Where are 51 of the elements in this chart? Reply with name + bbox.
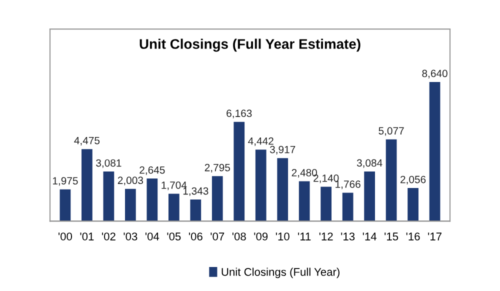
x-tick-label: '06	[188, 232, 202, 240]
x-tick-label: '07	[210, 232, 224, 240]
data-label: 2,056	[400, 176, 426, 184]
data-label: 6,163	[226, 110, 252, 118]
x-tick-label: '04	[146, 232, 160, 240]
bar	[298, 181, 310, 222]
x-tick-label: '14	[362, 232, 376, 240]
bar	[320, 186, 332, 222]
bar	[255, 150, 266, 222]
x-tick-label: '11	[298, 232, 311, 240]
bar	[125, 188, 136, 222]
bar	[103, 172, 114, 222]
x-tick-label: '00	[58, 232, 72, 240]
x-tick-label: '16	[406, 232, 420, 240]
x-tick-label: '03	[124, 232, 138, 240]
bar	[364, 171, 375, 222]
bar	[82, 149, 92, 222]
data-label: 2,795	[204, 164, 230, 173]
bar	[60, 189, 71, 222]
data-label: 3,084	[356, 159, 382, 168]
x-tick-label: '02	[102, 232, 116, 240]
data-label: 4,475	[74, 136, 100, 146]
data-label: 4,442	[248, 137, 274, 146]
bar	[277, 158, 288, 222]
bar	[342, 192, 354, 222]
x-tick-label: '08	[232, 232, 246, 240]
x-tick-label: '01	[80, 232, 94, 240]
bar	[190, 200, 202, 222]
data-label: 1,975	[52, 177, 78, 186]
data-label: 8,640	[422, 70, 448, 78]
bar	[168, 194, 180, 222]
x-tick-label: '15	[384, 232, 398, 240]
legend-label: Unit Closings (Full Year)	[222, 268, 340, 278]
x-tick-label: '05	[167, 232, 181, 240]
data-label: 3,081	[96, 159, 122, 168]
bar	[146, 178, 158, 222]
data-label: 3,917	[270, 146, 296, 154]
bar	[386, 139, 397, 222]
data-label: 5,077	[378, 127, 404, 136]
bar	[212, 176, 223, 222]
data-label: 2,003	[118, 176, 144, 186]
x-tick-label: '13	[341, 232, 355, 240]
x-tick-label: '17	[428, 232, 442, 240]
bar	[234, 122, 245, 222]
bar	[408, 188, 418, 222]
chart-title: Unit Closings (Full Year Estimate)	[140, 38, 360, 52]
bar	[429, 82, 440, 222]
data-label: 2,645	[140, 166, 165, 175]
x-tick-label: '12	[319, 232, 333, 240]
x-tick-label: '10	[276, 232, 290, 240]
x-tick-label: '09	[254, 232, 268, 240]
